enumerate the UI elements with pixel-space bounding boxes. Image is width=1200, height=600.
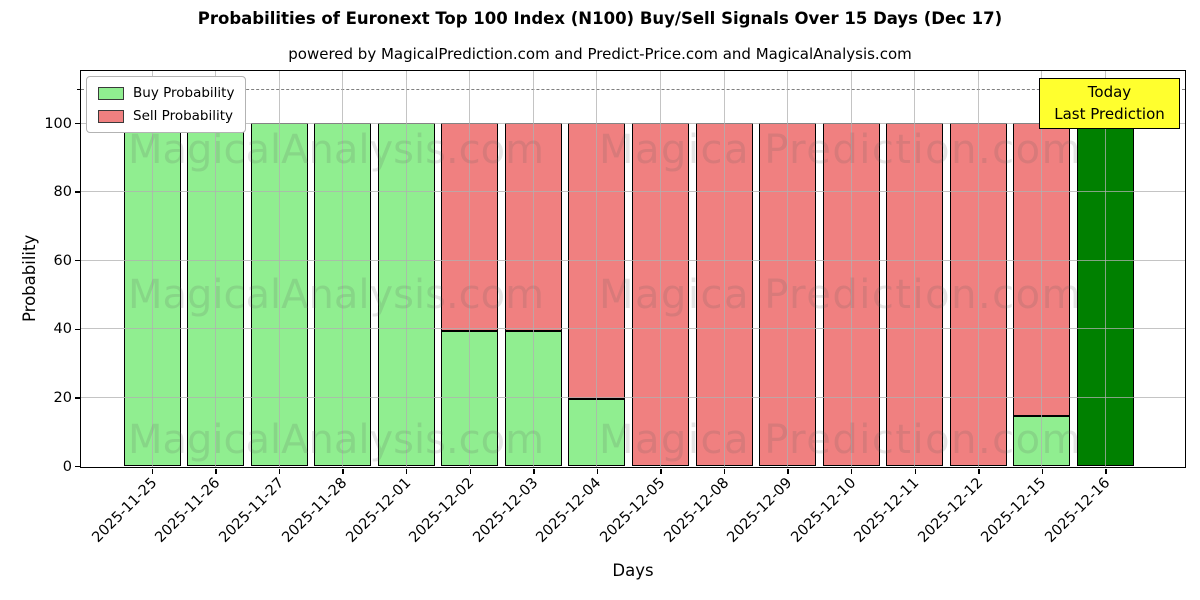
- watermark-text: MagicalAnalysis.com: [128, 272, 545, 318]
- sell-bar-segment-2025-12-09: [759, 123, 817, 466]
- today-bar-2025-12-16: [1076, 123, 1134, 466]
- h-gridline: [81, 328, 1185, 330]
- x-tick: [787, 468, 789, 474]
- y-tick-label: 0: [62, 458, 72, 475]
- watermark-text: Magica Prediction.com: [599, 417, 1083, 463]
- y-axis-label: Probability: [20, 234, 39, 322]
- bars-layer: [81, 71, 1185, 467]
- x-tick: [406, 468, 408, 474]
- legend-label-buy: Buy Probability: [133, 85, 235, 101]
- y-tick-label: 40: [53, 321, 72, 338]
- chart-subtitle: powered by MagicalPrediction.com and Pre…: [288, 45, 912, 63]
- v-gridline: [405, 71, 407, 467]
- sell-bar-segment-2025-12-03: [504, 123, 562, 331]
- v-gridline: [850, 71, 852, 467]
- sell-bar-segment-2025-12-11: [886, 123, 944, 466]
- sell-bar-segment-2025-12-10: [822, 123, 880, 466]
- v-gridline: [469, 71, 471, 467]
- y-tick: [75, 191, 80, 193]
- x-tick: [533, 468, 535, 474]
- sell-bar-segment-2025-12-12: [949, 123, 1007, 466]
- h-gridline: [81, 191, 1185, 193]
- y-tick: [75, 465, 80, 468]
- legend-item-buy: Buy Probability: [98, 85, 234, 101]
- v-gridline: [977, 71, 979, 467]
- sell-bar-segment-2025-12-02: [441, 123, 499, 331]
- x-tick: [660, 468, 662, 474]
- dashed-threshold-line: [81, 88, 1185, 90]
- buy-bar-segment-2025-12-02: [441, 330, 499, 466]
- legend-item-sell: Sell Probability: [98, 108, 234, 124]
- legend-label-sell: Sell Probability: [133, 108, 234, 124]
- x-tick: [278, 468, 281, 474]
- watermark-text: Magica Prediction.com: [599, 272, 1083, 318]
- y-tick: [75, 328, 80, 330]
- x-tick: [342, 468, 344, 474]
- watermark-text: Magica Prediction.com: [599, 127, 1083, 173]
- sell-bar-segment-2025-12-05: [632, 123, 690, 466]
- v-gridline: [1104, 71, 1106, 467]
- v-gridline: [596, 71, 598, 467]
- v-gridline: [342, 71, 344, 467]
- x-tick: [1041, 468, 1044, 474]
- x-tick: [596, 468, 599, 474]
- buy-swatch-icon: [98, 86, 124, 100]
- watermark-text: MagicalAnalysis.com: [128, 417, 545, 463]
- sell-bar-segment-2025-12-08: [695, 123, 753, 466]
- x-tick: [215, 468, 217, 474]
- buy-bar-segment-2025-12-03: [504, 330, 562, 466]
- buy-bar-segment-2025-11-27: [250, 123, 308, 466]
- today-annotation: Today Last Prediction: [1039, 78, 1180, 129]
- y-tick: [75, 260, 80, 262]
- v-gridline: [787, 71, 789, 467]
- y-tick-label: 60: [53, 252, 72, 269]
- y-tick: [75, 397, 80, 399]
- x-tick: [469, 468, 472, 474]
- x-tick: [151, 468, 154, 474]
- y-tick: [75, 122, 80, 125]
- plot-area: MagicalAnalysis.com Magica Prediction.co…: [80, 70, 1186, 468]
- v-gridline: [660, 71, 662, 467]
- v-gridline: [723, 71, 725, 467]
- legend: Buy Probability Sell Probability: [86, 76, 247, 133]
- buy-bar-segment-2025-11-28: [314, 123, 372, 466]
- h-gridline: [81, 122, 1185, 124]
- y-tick-label: 20: [53, 389, 72, 406]
- watermark-text: MagicalAnalysis.com: [128, 127, 545, 173]
- x-tick: [978, 468, 980, 474]
- buy-bar-segment-2025-11-26: [187, 123, 245, 466]
- v-gridline: [278, 71, 280, 467]
- h-gridline: [81, 396, 1185, 398]
- v-gridline: [532, 71, 534, 467]
- grid-layer: [81, 71, 1185, 467]
- v-gridline: [1041, 71, 1043, 467]
- x-tick: [1105, 468, 1107, 474]
- v-gridline: [914, 71, 916, 467]
- h-gridline: [81, 259, 1185, 261]
- buy-bar-segment-2025-12-15: [1013, 416, 1071, 466]
- buy-bar-segment-2025-12-01: [377, 123, 435, 466]
- x-tick: [723, 468, 726, 474]
- sell-bar-segment-2025-12-15: [1013, 123, 1071, 417]
- today-annotation-line1: Today: [1087, 82, 1132, 101]
- y-tick-label: 100: [44, 115, 72, 132]
- x-axis-label: Days: [612, 561, 654, 580]
- buy-bar-segment-2025-12-04: [568, 399, 626, 466]
- y-tick-label: 80: [53, 184, 72, 201]
- today-annotation-line2: Last Prediction: [1054, 104, 1165, 123]
- x-tick: [851, 468, 853, 474]
- sell-swatch-icon: [98, 109, 124, 123]
- x-tick: [914, 468, 916, 474]
- chart-title: Probabilities of Euronext Top 100 Index …: [197, 9, 1003, 28]
- buy-bar-segment-2025-11-25: [123, 123, 181, 466]
- y-minor-tick: [77, 89, 80, 91]
- sell-bar-segment-2025-12-04: [568, 123, 626, 400]
